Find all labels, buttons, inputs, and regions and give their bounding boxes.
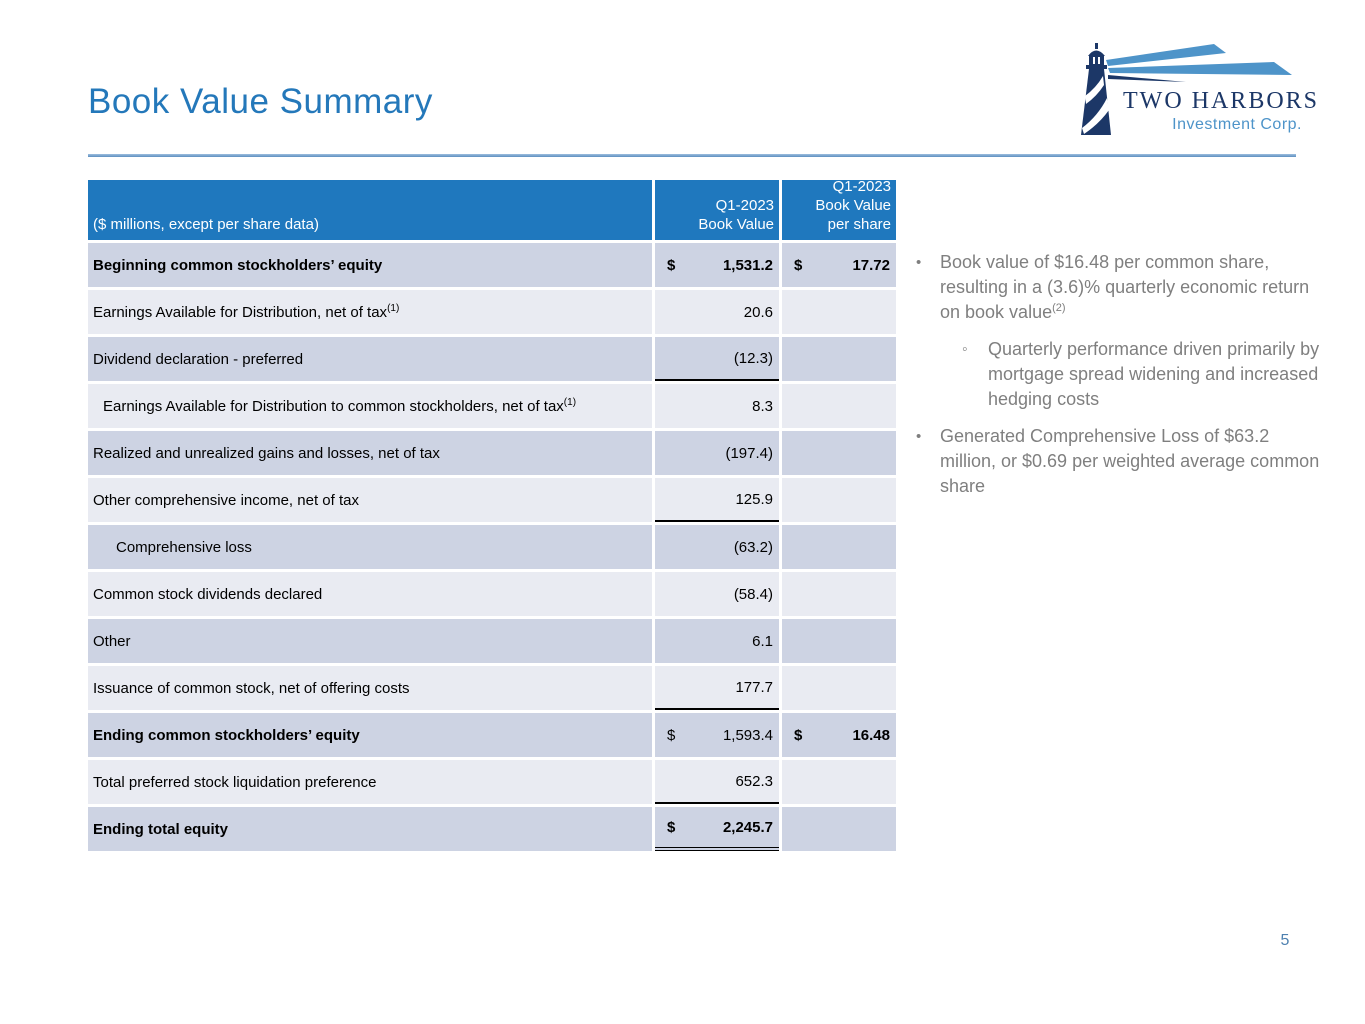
bullet-quarterly-performance: ◦ Quarterly performance driven primarily… xyxy=(962,337,1322,412)
row-per-share xyxy=(782,337,896,381)
row-book-value: 177.7 xyxy=(655,666,779,710)
bullet-comprehensive-loss: • Generated Comprehensive Loss of $63.2 … xyxy=(916,424,1322,499)
row-per-share xyxy=(782,666,896,710)
row-book-value: 20.6 xyxy=(655,290,779,334)
logo-subtitle: Investment Corp. xyxy=(1172,116,1302,133)
row-book-value: (58.4) xyxy=(655,572,779,616)
row-per-share xyxy=(782,478,896,522)
row-label: Beginning common stockholders’ equity xyxy=(88,243,652,287)
row-per-share xyxy=(782,760,896,804)
row-book-value: $2,245.7 xyxy=(655,807,779,851)
bullet-dot-icon: • xyxy=(916,428,922,445)
row-label: Other xyxy=(88,619,652,663)
row-book-value: (197.4) xyxy=(655,431,779,475)
row-per-share: $16.48 xyxy=(782,713,896,757)
two-harbors-logo: TWO HARBORS Investment Corp. xyxy=(1068,40,1320,138)
row-label: Comprehensive loss xyxy=(88,525,652,569)
table-header-units: ($ millions, except per share data) xyxy=(88,180,652,240)
row-label: Dividend declaration - preferred xyxy=(88,337,652,381)
row-label: Other comprehensive income, net of tax xyxy=(88,478,652,522)
row-per-share xyxy=(782,525,896,569)
row-label: Total preferred stock liquidation prefer… xyxy=(88,760,652,804)
row-label: Common stock dividends declared xyxy=(88,572,652,616)
logo-company-name: TWO HARBORS xyxy=(1123,88,1320,114)
row-book-value: 652.3 xyxy=(655,760,779,804)
row-label: Earnings Available for Distribution to c… xyxy=(88,384,652,428)
table-header-per-share: Q1-2023 Book Value per share xyxy=(782,178,896,240)
row-book-value: 8.3 xyxy=(655,384,779,428)
row-book-value: $1,531.2 xyxy=(655,243,779,287)
title-divider xyxy=(88,154,1296,157)
row-per-share xyxy=(782,384,896,428)
bullet-circle-icon: ◦ xyxy=(962,341,968,358)
row-label: Ending common stockholders’ equity xyxy=(88,713,652,757)
bullet-book-value: • Book value of $16.48 per common share,… xyxy=(916,250,1322,325)
book-value-table: ($ millions, except per share data) Q1-2… xyxy=(88,178,896,851)
row-per-share xyxy=(782,572,896,616)
row-label: Earnings Available for Distribution, net… xyxy=(88,290,652,334)
row-per-share xyxy=(782,619,896,663)
row-book-value: (63.2) xyxy=(655,525,779,569)
bullet-dot-icon: • xyxy=(916,254,922,271)
row-book-value: 6.1 xyxy=(655,619,779,663)
page-title: Book Value Summary xyxy=(88,82,433,121)
row-per-share xyxy=(782,807,896,851)
row-label: Realized and unrealized gains and losses… xyxy=(88,431,652,475)
row-book-value: (12.3) xyxy=(655,337,779,381)
row-per-share xyxy=(782,431,896,475)
commentary-notes: • Book value of $16.48 per common share,… xyxy=(916,250,1322,511)
row-per-share xyxy=(782,290,896,334)
row-label: Ending total equity xyxy=(88,807,652,851)
row-label: Issuance of common stock, net of offerin… xyxy=(88,666,652,710)
lighthouse-icon xyxy=(1081,43,1292,135)
row-book-value: $1,593.4 xyxy=(655,713,779,757)
row-per-share: $17.72 xyxy=(782,243,896,287)
row-book-value: 125.9 xyxy=(655,478,779,522)
table-header-book-value: Q1-2023 Book Value xyxy=(655,180,779,240)
page-number: 5 xyxy=(1280,932,1290,949)
